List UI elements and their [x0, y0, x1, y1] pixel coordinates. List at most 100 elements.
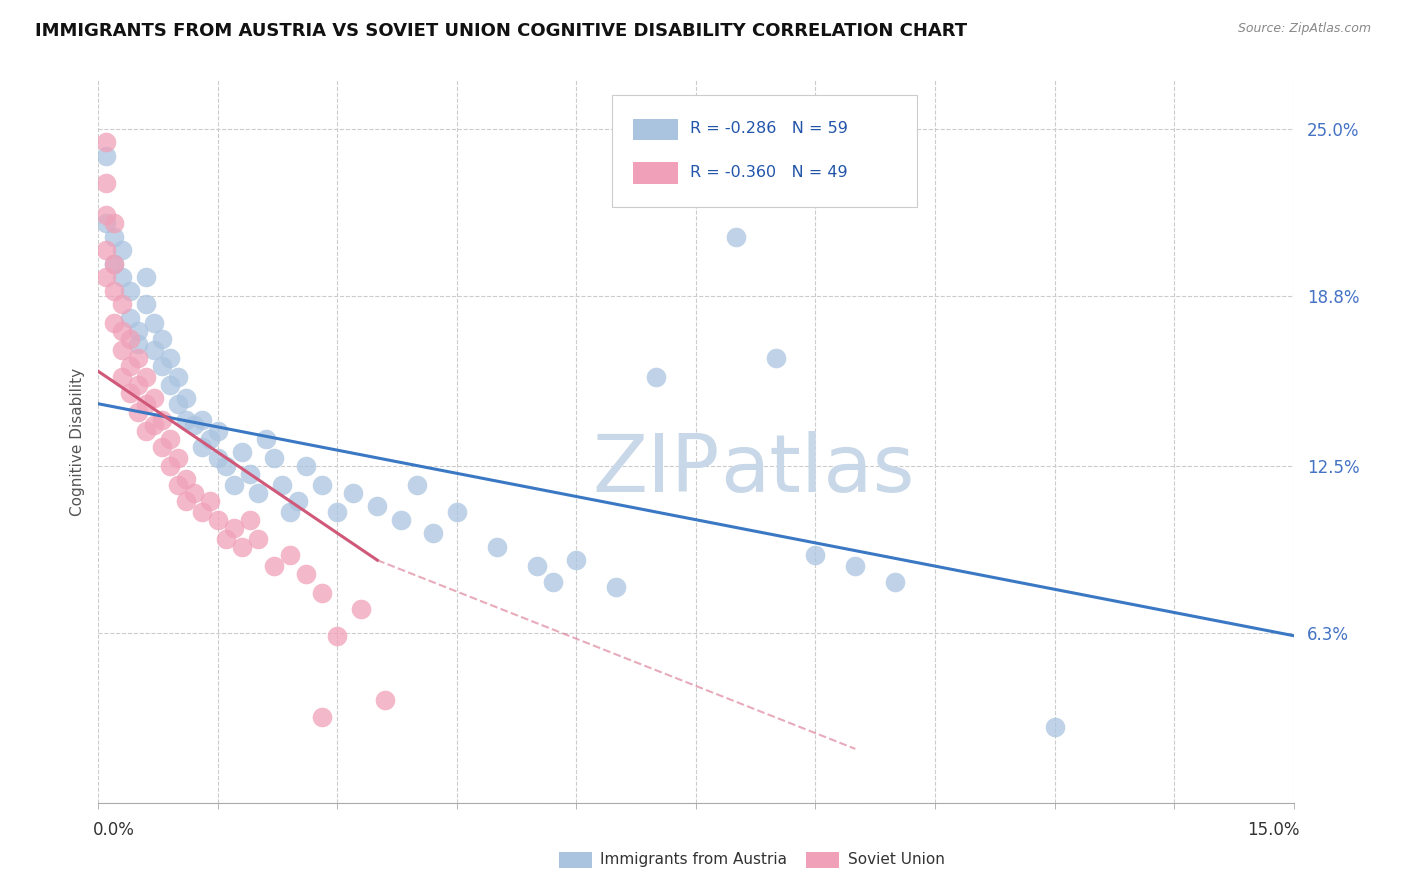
Point	[246, 485, 269, 500]
Point	[239, 467, 262, 481]
Point	[294, 566, 316, 581]
Point	[215, 458, 238, 473]
Point	[198, 432, 221, 446]
Bar	[633, 119, 678, 140]
Point	[111, 270, 134, 285]
Point	[605, 580, 627, 594]
Point	[541, 574, 564, 589]
Point	[96, 243, 118, 257]
Point	[103, 284, 125, 298]
Point	[446, 505, 468, 519]
Text: Immigrants from Austria: Immigrants from Austria	[600, 852, 787, 867]
Point	[724, 229, 747, 244]
Point	[167, 397, 190, 411]
Point	[96, 208, 118, 222]
Point	[96, 136, 118, 150]
Point	[159, 458, 181, 473]
Point	[96, 270, 118, 285]
FancyBboxPatch shape	[613, 95, 917, 207]
Point	[103, 316, 125, 330]
Text: Soviet Union: Soviet Union	[848, 852, 945, 867]
Point	[159, 351, 181, 365]
Point	[143, 316, 166, 330]
Point	[350, 601, 373, 615]
Point	[143, 418, 166, 433]
Bar	[633, 162, 678, 184]
Point	[191, 505, 214, 519]
Point	[326, 505, 349, 519]
Point	[150, 359, 173, 373]
Point	[183, 485, 205, 500]
Point	[884, 574, 907, 589]
Point	[127, 351, 149, 365]
Point	[111, 343, 134, 357]
Point	[96, 149, 118, 163]
Point	[127, 337, 149, 351]
Point	[103, 257, 125, 271]
Point	[120, 359, 142, 373]
Point	[127, 405, 149, 419]
Point	[143, 343, 166, 357]
Bar	[558, 852, 592, 868]
Text: R = -0.286   N = 59: R = -0.286 N = 59	[690, 121, 848, 136]
Point	[167, 477, 190, 491]
Point	[127, 378, 149, 392]
Point	[254, 432, 277, 446]
Point	[1043, 720, 1066, 734]
Point	[167, 450, 190, 465]
Point	[342, 485, 364, 500]
Text: IMMIGRANTS FROM AUSTRIA VS SOVIET UNION COGNITIVE DISABILITY CORRELATION CHART: IMMIGRANTS FROM AUSTRIA VS SOVIET UNION …	[35, 22, 967, 40]
Point	[565, 553, 588, 567]
Point	[311, 585, 333, 599]
Point	[111, 324, 134, 338]
Point	[174, 472, 197, 486]
Point	[222, 521, 245, 535]
Point	[804, 548, 827, 562]
Point	[239, 513, 262, 527]
Point	[278, 505, 301, 519]
Point	[103, 229, 125, 244]
Point	[103, 216, 125, 230]
Point	[207, 450, 229, 465]
Point	[406, 477, 429, 491]
Point	[150, 332, 173, 346]
Point	[311, 477, 333, 491]
Point	[120, 332, 142, 346]
Point	[111, 297, 134, 311]
Point	[135, 297, 157, 311]
Point	[485, 540, 508, 554]
Point	[207, 513, 229, 527]
Point	[120, 310, 142, 325]
Point	[645, 369, 668, 384]
Point	[231, 540, 253, 554]
Point	[246, 532, 269, 546]
Point	[127, 324, 149, 338]
Text: Source: ZipAtlas.com: Source: ZipAtlas.com	[1237, 22, 1371, 36]
Point	[143, 392, 166, 406]
Point	[150, 440, 173, 454]
Point	[366, 500, 388, 514]
Point	[96, 176, 118, 190]
Point	[198, 493, 221, 508]
Point	[526, 558, 548, 573]
Point	[150, 413, 173, 427]
Point	[374, 693, 396, 707]
Bar	[806, 852, 839, 868]
Point	[135, 369, 157, 384]
Point	[263, 558, 285, 573]
Point	[159, 378, 181, 392]
Point	[120, 284, 142, 298]
Text: ZIP: ZIP	[592, 432, 720, 509]
Y-axis label: Cognitive Disability: Cognitive Disability	[69, 368, 84, 516]
Point	[287, 493, 309, 508]
Point	[96, 216, 118, 230]
Point	[174, 493, 197, 508]
Point	[263, 450, 285, 465]
Point	[270, 477, 292, 491]
Point	[231, 445, 253, 459]
Text: atlas: atlas	[720, 432, 914, 509]
Point	[191, 413, 214, 427]
Point	[111, 369, 134, 384]
Point	[135, 424, 157, 438]
Point	[174, 413, 197, 427]
